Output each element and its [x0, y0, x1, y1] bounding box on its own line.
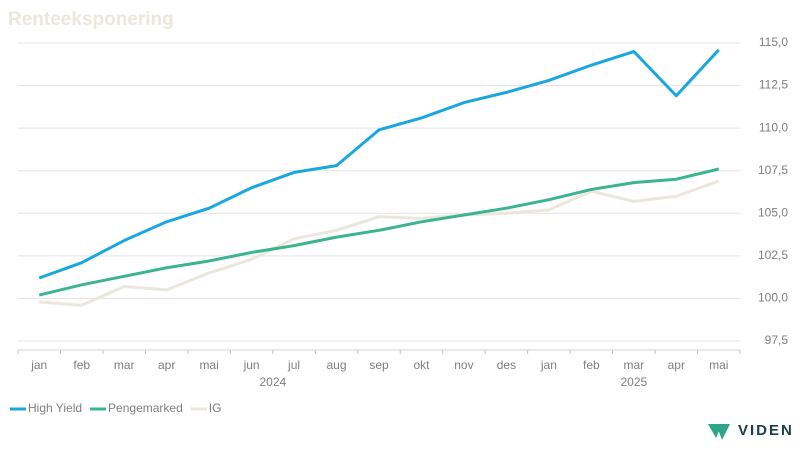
- y-tick-label: 105,0: [758, 205, 788, 219]
- y-tick-label: 102,5: [758, 248, 788, 262]
- y-tick-label: 97,5: [765, 333, 789, 347]
- legend-label: Pengemarked: [108, 401, 183, 415]
- legend-label: High Yield: [28, 401, 82, 415]
- x-tick-label: mar: [623, 358, 644, 372]
- chart-title: Renteeksponering: [8, 9, 174, 30]
- x-tick-label: apr: [158, 358, 175, 372]
- year-label: 2024: [259, 375, 286, 389]
- y-tick-label: 100,0: [758, 291, 788, 305]
- x-tick-label: jul: [287, 358, 300, 372]
- x-tick-label: okt: [413, 358, 430, 372]
- logo-text: VIDEN: [738, 422, 794, 439]
- x-tick-label: jun: [243, 358, 260, 372]
- y-tick-label: 110,0: [759, 120, 788, 134]
- logo-icon: [708, 424, 730, 440]
- series-line: [38, 48, 720, 280]
- legend-label: IG: [209, 401, 222, 415]
- x-tick-label: nov: [454, 358, 473, 372]
- x-tick-label: apr: [668, 358, 685, 372]
- y-tick-label: 107,5: [758, 163, 788, 177]
- x-tick-label: feb: [73, 358, 90, 372]
- y-tick-label: 115,0: [759, 35, 788, 49]
- y-tick-label: 112,5: [759, 78, 788, 92]
- x-tick-label: aug: [327, 358, 347, 372]
- x-tick-label: mai: [199, 358, 218, 372]
- x-tick-label: sep: [369, 358, 389, 372]
- x-tick-label: feb: [583, 358, 600, 372]
- logo: VIDEN: [708, 422, 794, 440]
- x-tick-label: des: [497, 358, 516, 372]
- series-line: [38, 167, 720, 297]
- x-tick-label: jan: [540, 358, 557, 372]
- x-tick-label: mai: [709, 358, 728, 372]
- year-label: 2025: [620, 375, 647, 389]
- series-line: [39, 179, 720, 307]
- x-tick-label: mar: [114, 358, 135, 372]
- x-tick-label: jan: [30, 358, 47, 372]
